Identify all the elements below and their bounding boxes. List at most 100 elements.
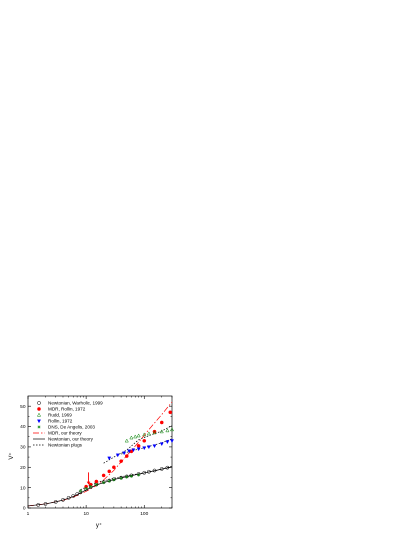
data-point [127,449,132,454]
legend-label: Rollin, 1972 [48,419,73,424]
data-point [119,476,123,480]
x-axis-label: y⁺ [96,522,102,529]
axis-ticks: 1 10 100 0 10 20 30 40 50 [20,396,173,517]
data-point [94,482,98,487]
data-point [142,470,147,475]
data-point [142,432,147,437]
data-point [107,479,111,483]
data-point [71,494,76,498]
legend-item: MDR, Rollin, 1972 [37,407,86,412]
data-point [61,498,65,502]
data-point [159,467,164,471]
annotation-arrow-head [86,481,91,485]
data-point [75,492,79,497]
data-point [133,434,138,439]
data-point [136,444,141,448]
data-point [159,442,164,447]
y-axis-label: V⁺ [8,452,15,459]
x-tick-label: 1 [27,511,30,517]
legend-item: Newtonian, Warholic, 1999 [37,401,103,406]
data-point [36,503,41,507]
y-tick-label: 10 [20,485,26,491]
data-point [142,438,147,443]
legend-item: Rollin, 1972 [37,419,73,424]
data-point [107,456,112,461]
legend-item: MDR, our theory [33,431,82,436]
data-point [170,439,174,443]
data-point [131,448,136,453]
legend-item: DNS, De Angelis, 2003 [37,425,95,430]
legend-label: MDR, Rollin, 1972 [48,407,86,412]
x-tick-label: 10 [83,511,89,517]
legend-symbol [37,407,41,411]
legend-label: Rudd, 1969 [48,413,72,418]
data-point [43,502,48,506]
legend-label: MDR, our theory [48,431,82,436]
y-tick-label: 40 [20,424,26,430]
data-point [94,479,99,484]
data-point [152,468,157,473]
plot-border [27,395,173,509]
data-point [152,444,157,449]
data-point [146,445,151,450]
data-point [136,433,141,438]
data-point [107,469,112,474]
data-point [125,475,129,479]
data-point [101,473,106,478]
data-point [124,438,129,443]
data-point [136,447,141,452]
series-line [80,465,173,490]
data-point [142,446,147,451]
data-point [112,465,116,470]
legend-symbol [36,412,42,417]
data-point [89,484,93,489]
data-point [102,480,106,485]
legend-label: DNS, De Angelis, 2003 [48,425,95,430]
legend-symbol [37,425,41,429]
data-point [159,420,164,425]
series-line [27,466,173,507]
series-dns-de-angelis-2003 [78,473,141,493]
data-point [147,469,151,474]
legend-symbol [37,401,41,405]
data-point [129,474,133,478]
data-point [169,427,175,432]
legend-label: Newtonian, our theory [48,437,94,442]
data-point [165,465,170,470]
data-point [119,459,123,463]
data-point [112,478,116,482]
series-rollin-1972 [107,439,174,461]
series-line [103,425,173,464]
y-tick-label: 50 [20,404,26,410]
chart-marks [27,401,175,507]
legend-symbol [37,419,41,424]
data-point [129,435,134,440]
data-point [168,410,173,415]
x-tick-label: 100 [140,511,148,517]
annotation-layer [86,472,91,485]
data-point [84,486,88,490]
data-point [165,428,170,433]
legend-item: Newtonian, our theory [33,437,94,442]
y-tick-label: 20 [20,465,26,471]
data-point [152,430,157,435]
series-newtonian-plugs [80,425,173,490]
legend-item: Rudd, 1969 [36,412,72,418]
series-newtonian-our-theory [27,466,173,507]
y-tick-label: 0 [23,506,26,512]
legend-label: Newtonian plugs [48,443,83,448]
data-point [66,495,71,500]
legend-item: Newtonian plugs [33,443,83,448]
data-point [165,440,170,445]
y-tick-label: 30 [20,445,26,451]
series-rudd-1969 [124,427,175,443]
data-point [124,454,129,458]
data-point [137,473,141,477]
data-point [115,453,120,458]
plot-frame [27,395,173,509]
data-point [53,500,58,504]
data-point [146,431,151,436]
data-point [122,451,127,456]
